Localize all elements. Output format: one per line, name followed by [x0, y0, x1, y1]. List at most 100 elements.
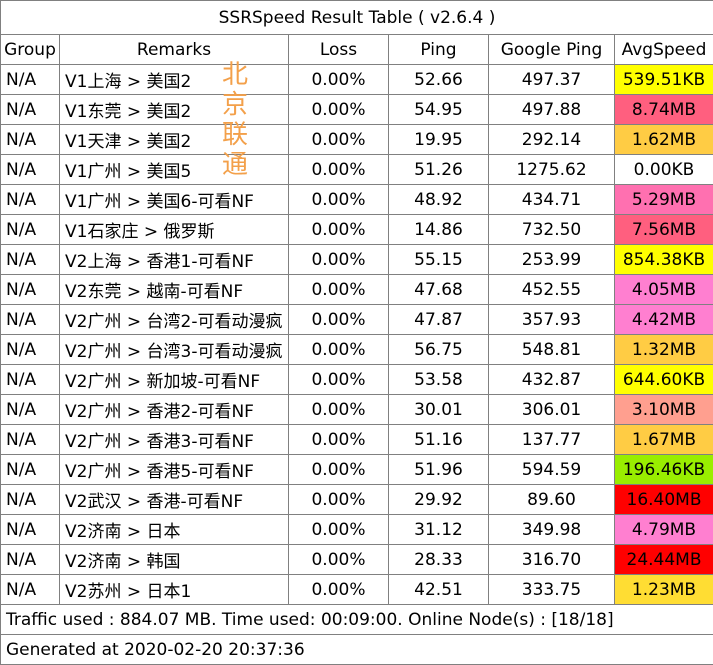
cell-remarks: V1上海 > 美国2: [60, 65, 289, 95]
cell-group: N/A: [1, 245, 60, 275]
cell-ping: 51.96: [389, 455, 489, 485]
cell-loss: 0.00%: [289, 545, 389, 575]
cell-loss: 0.00%: [289, 365, 389, 395]
cell-loss: 0.00%: [289, 425, 389, 455]
cell-avg-speed: 854.38KB: [615, 245, 713, 275]
cell-google-ping: 497.88: [489, 95, 615, 125]
cell-remarks: V2广州 > 新加坡-可看NF: [60, 365, 289, 395]
cell-avg-speed: 1.62MB: [615, 125, 713, 155]
cell-remarks: V2广州 > 香港2-可看NF: [60, 395, 289, 425]
footer-generated: Generated at 2020-02-20 20:37:36: [1, 635, 713, 665]
cell-avg-speed: 1.32MB: [615, 335, 713, 365]
cell-ping: 56.75: [389, 335, 489, 365]
cell-remarks: V2广州 > 香港3-可看NF: [60, 425, 289, 455]
cell-google-ping: 253.99: [489, 245, 615, 275]
cell-remarks: V2广州 > 台湾3-可看动漫疯: [60, 335, 289, 365]
cell-ping: 48.92: [389, 185, 489, 215]
cell-avg-speed: 5.29MB: [615, 185, 713, 215]
cell-avg-speed: 7.56MB: [615, 215, 713, 245]
cell-group: N/A: [1, 545, 60, 575]
table-title: SSRSpeed Result Table ( v2.6.4 ): [1, 1, 713, 35]
cell-remarks: V1东莞 > 美国2: [60, 95, 289, 125]
cell-ping: 55.15: [389, 245, 489, 275]
cell-avg-speed: 8.74MB: [615, 95, 713, 125]
cell-group: N/A: [1, 335, 60, 365]
footer-traffic: Traffic used : 884.07 MB. Time used: 00:…: [1, 605, 713, 635]
cell-ping: 51.16: [389, 425, 489, 455]
cell-group: N/A: [1, 425, 60, 455]
header-remarks: Remarks: [60, 35, 289, 65]
cell-google-ping: 316.70: [489, 545, 615, 575]
cell-avg-speed: 196.46KB: [615, 455, 713, 485]
cell-group: N/A: [1, 155, 60, 185]
cell-remarks: V2上海 > 香港1-可看NF: [60, 245, 289, 275]
cell-loss: 0.00%: [289, 335, 389, 365]
cell-group: N/A: [1, 185, 60, 215]
header-row: Group Remarks Loss Ping Google Ping AvgS…: [1, 35, 713, 65]
cell-remarks: V2济南 > 日本: [60, 515, 289, 545]
cell-google-ping: 732.50: [489, 215, 615, 245]
cell-ping: 47.68: [389, 275, 489, 305]
cell-ping: 47.87: [389, 305, 489, 335]
cell-google-ping: 349.98: [489, 515, 615, 545]
cell-loss: 0.00%: [289, 305, 389, 335]
cell-ping: 51.26: [389, 155, 489, 185]
cell-ping: 52.66: [389, 65, 489, 95]
title-row: SSRSpeed Result Table ( v2.6.4 ): [1, 1, 713, 35]
cell-loss: 0.00%: [289, 185, 389, 215]
cell-google-ping: 497.37: [489, 65, 615, 95]
cell-ping: 53.58: [389, 365, 489, 395]
cell-avg-speed: 4.05MB: [615, 275, 713, 305]
cell-remarks: V1石家庄 > 俄罗斯: [60, 215, 289, 245]
cell-remarks: V1天津 > 美国2: [60, 125, 289, 155]
cell-loss: 0.00%: [289, 455, 389, 485]
cell-loss: 0.00%: [289, 575, 389, 605]
cell-group: N/A: [1, 485, 60, 515]
cell-group: N/A: [1, 65, 60, 95]
cell-avg-speed: 16.40MB: [615, 485, 713, 515]
cell-google-ping: 452.55: [489, 275, 615, 305]
cell-avg-speed: 1.23MB: [615, 575, 713, 605]
header-avg-speed: AvgSpeed: [615, 35, 713, 65]
cell-remarks: V1广州 > 美国5: [60, 155, 289, 185]
cell-loss: 0.00%: [289, 245, 389, 275]
cell-remarks: V2广州 > 台湾2-可看动漫疯: [60, 305, 289, 335]
cell-google-ping: 306.01: [489, 395, 615, 425]
cell-loss: 0.00%: [289, 125, 389, 155]
cell-remarks: V2武汉 > 香港-可看NF: [60, 485, 289, 515]
cell-ping: 19.95: [389, 125, 489, 155]
cell-remarks: V2东莞 > 越南-可看NF: [60, 275, 289, 305]
cell-group: N/A: [1, 395, 60, 425]
cell-avg-speed: 3.10MB: [615, 395, 713, 425]
header-loss: Loss: [289, 35, 389, 65]
cell-google-ping: 89.60: [489, 485, 615, 515]
cell-group: N/A: [1, 305, 60, 335]
cell-group: N/A: [1, 95, 60, 125]
header-ping: Ping: [389, 35, 489, 65]
cell-ping: 29.92: [389, 485, 489, 515]
cell-loss: 0.00%: [289, 65, 389, 95]
cell-avg-speed: 4.42MB: [615, 305, 713, 335]
cell-group: N/A: [1, 575, 60, 605]
cell-group: N/A: [1, 215, 60, 245]
header-google-ping: Google Ping: [489, 35, 615, 65]
cell-avg-speed: 539.51KB: [615, 65, 713, 95]
cell-group: N/A: [1, 275, 60, 305]
cell-ping: 42.51: [389, 575, 489, 605]
cell-google-ping: 432.87: [489, 365, 615, 395]
